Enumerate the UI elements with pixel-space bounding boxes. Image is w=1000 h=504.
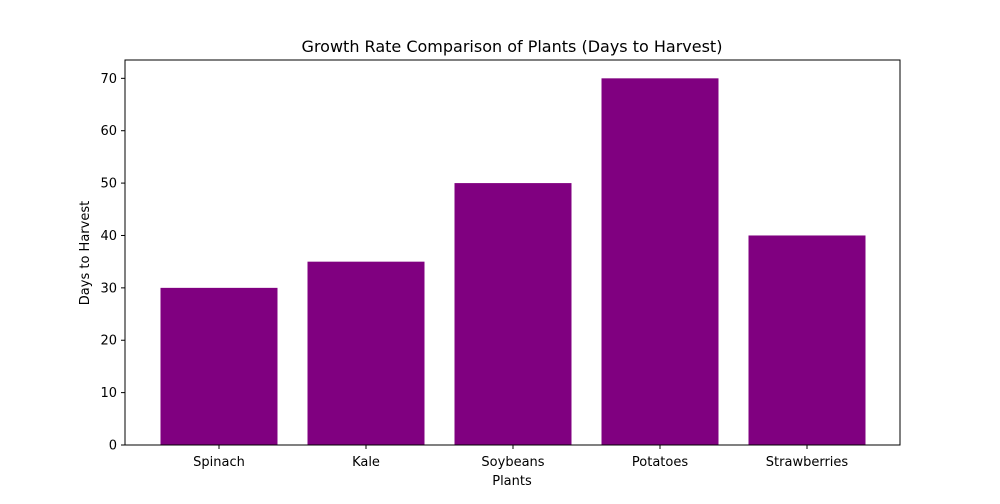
- y-tick-label-20: 20: [100, 334, 117, 349]
- y-axis-label: Days to Harvest: [78, 201, 93, 305]
- x-tick-label-soybeans: Soybeans: [481, 455, 544, 470]
- bar-strawberries: [748, 235, 866, 445]
- bar-soybeans: [454, 183, 572, 445]
- y-tick-label-70: 70: [100, 72, 117, 87]
- y-tick-label-50: 50: [100, 177, 117, 192]
- bar-potatoes: [601, 78, 719, 445]
- bar-spinach: [160, 287, 278, 445]
- plot-frame: [124, 59, 901, 446]
- chart-title: Growth Rate Comparison of Plants (Days t…: [302, 37, 723, 56]
- x-axis-label: Plants: [492, 474, 532, 489]
- y-tick-label-30: 30: [100, 281, 117, 296]
- y-tick-label-60: 60: [100, 124, 117, 139]
- bars-layer: [160, 78, 866, 445]
- x-tick-label-kale: Kale: [352, 455, 380, 470]
- y-tick-label-0: 0: [109, 439, 117, 454]
- x-tick-label-strawberries: Strawberries: [766, 455, 849, 470]
- y-tick-label-10: 10: [100, 386, 117, 401]
- bar-kale: [307, 261, 425, 445]
- x-tick-label-potatoes: Potatoes: [632, 455, 688, 470]
- y-tick-label-40: 40: [100, 229, 117, 244]
- x-tick-label-spinach: Spinach: [193, 455, 245, 470]
- ticks-layer: Spinach Kale Soybeans Potatoes Strawberries 0…: [100, 72, 848, 470]
